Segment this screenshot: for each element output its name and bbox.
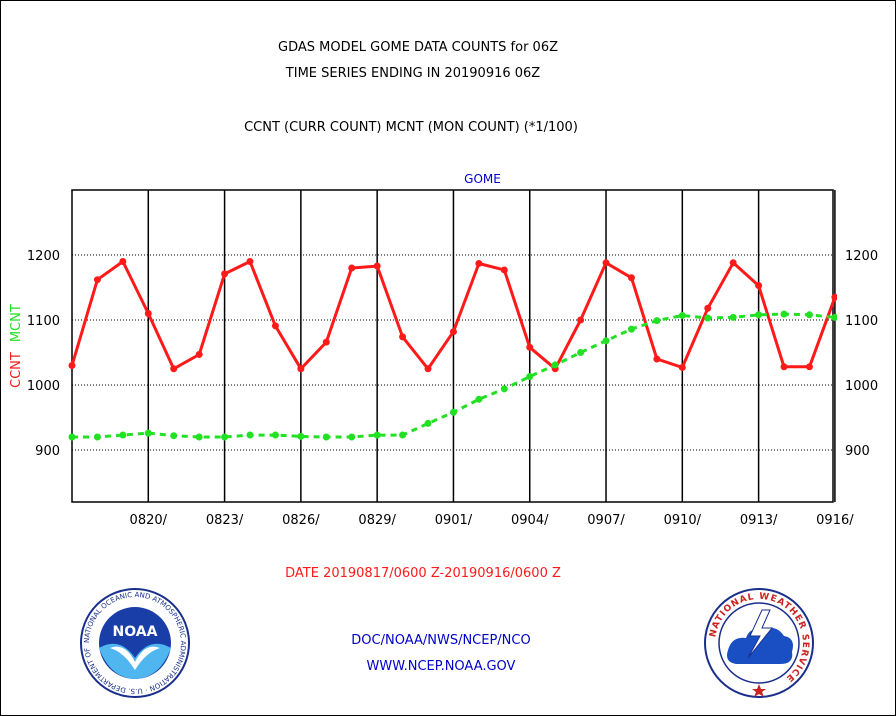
data-point-mcnt <box>627 325 635 333</box>
data-point-ccnt <box>297 365 305 373</box>
data-point-mcnt <box>449 408 457 416</box>
data-point-mcnt <box>221 433 229 441</box>
data-point-ccnt <box>348 264 356 272</box>
data-point-mcnt <box>399 431 407 439</box>
y-axis-label-mcnt: MCNT <box>9 304 24 342</box>
chart-title-line1: GDAS MODEL GOME DATA COUNTS for 06Z <box>277 40 559 55</box>
data-point-mcnt <box>297 432 305 440</box>
data-point-mcnt <box>322 433 330 441</box>
data-point-ccnt <box>475 259 483 267</box>
y-tick-label-right: 1100 <box>845 314 878 329</box>
data-point-mcnt <box>348 433 356 441</box>
plot-title: GOME <box>464 172 501 186</box>
x-tick-label: 0910/ <box>664 513 702 528</box>
data-point-ccnt <box>373 262 381 270</box>
data-point-ccnt <box>68 362 76 369</box>
data-point-ccnt <box>704 304 712 312</box>
data-point-ccnt <box>500 266 508 274</box>
data-point-mcnt <box>577 349 585 356</box>
data-point-mcnt <box>246 431 254 439</box>
data-point-mcnt <box>144 429 152 437</box>
noaa-logo-text: NOAA <box>113 624 158 640</box>
data-point-mcnt <box>805 311 813 319</box>
x-tick-label: 0826/ <box>282 513 320 528</box>
data-point-mcnt <box>704 314 712 322</box>
data-point-ccnt <box>602 259 610 267</box>
y-axis-label-ccnt: CCNT <box>9 352 24 388</box>
x-tick-label: 0904/ <box>511 513 549 528</box>
data-point-ccnt <box>729 259 737 267</box>
x-tick-label: 0913/ <box>740 513 778 528</box>
data-point-mcnt <box>500 385 508 393</box>
data-point-ccnt <box>170 365 178 373</box>
data-point-ccnt <box>577 316 585 324</box>
data-point-mcnt <box>602 337 610 345</box>
y-tick-label-right: 1000 <box>845 379 878 394</box>
data-point-ccnt <box>93 276 101 284</box>
data-point-mcnt <box>68 433 76 441</box>
data-point-ccnt <box>246 258 254 265</box>
data-point-mcnt <box>653 317 661 325</box>
date-range-label: DATE 20190817/0600 Z-20190916/0600 Z <box>285 566 561 581</box>
data-point-ccnt <box>805 363 813 371</box>
data-point-ccnt <box>322 338 330 346</box>
y-tick-label-right: 1200 <box>845 249 878 264</box>
data-point-mcnt <box>195 433 203 441</box>
data-point-mcnt <box>678 311 686 319</box>
org-label: DOC/NOAA/NWS/NCEP/NCO <box>351 633 531 648</box>
data-point-ccnt <box>119 258 127 265</box>
plot-area <box>71 189 834 503</box>
data-point-ccnt <box>627 274 635 282</box>
y-axis-label: CCNT MCNT <box>9 304 24 388</box>
data-point-ccnt <box>831 293 837 301</box>
data-point-ccnt <box>195 350 203 358</box>
x-tick-label: 0829/ <box>358 513 396 528</box>
x-tick-label: 0907/ <box>587 513 625 528</box>
data-point-mcnt <box>373 431 381 439</box>
y-tick-label-right: 900 <box>845 444 870 459</box>
data-point-mcnt <box>831 313 837 321</box>
data-point-mcnt <box>424 419 432 427</box>
chart-title-line2: TIME SERIES ENDING IN 20190916 06Z <box>285 66 541 81</box>
y-tick-label-left: 1200 <box>27 249 60 264</box>
x-tick-label: 0823/ <box>206 513 244 528</box>
data-point-ccnt <box>221 270 229 278</box>
y-tick-label-left: 1100 <box>27 314 60 329</box>
data-point-mcnt <box>119 431 127 439</box>
data-point-ccnt <box>144 310 152 317</box>
url-link[interactable]: WWW.NCEP.NOAA.GOV <box>366 659 516 674</box>
nws-logo: NATIONAL WEATHER SERVICE <box>704 588 814 698</box>
data-point-ccnt <box>780 363 788 371</box>
x-tick-label: 0901/ <box>435 513 473 528</box>
x-tick-label: 0820/ <box>130 513 168 528</box>
data-point-mcnt <box>729 313 737 321</box>
y-tick-label-left: 1000 <box>27 379 60 394</box>
y-tick-label-left: 900 <box>35 444 60 459</box>
data-point-ccnt <box>399 333 407 341</box>
chart-subtitle: CCNT (CURR COUNT) MCNT (MON COUNT) (*1/1… <box>244 120 578 135</box>
data-point-ccnt <box>526 343 534 351</box>
x-tick-label: 0916/ <box>816 513 854 528</box>
data-point-mcnt <box>526 373 534 381</box>
data-point-ccnt <box>271 322 279 330</box>
data-point-ccnt <box>653 355 661 363</box>
data-point-ccnt <box>449 328 457 336</box>
data-point-mcnt <box>780 310 788 318</box>
data-point-ccnt <box>678 363 686 371</box>
data-point-mcnt <box>93 433 101 441</box>
data-point-ccnt <box>755 282 763 290</box>
data-point-mcnt <box>475 395 483 403</box>
data-point-ccnt <box>424 365 432 373</box>
data-point-mcnt <box>551 361 559 369</box>
data-point-mcnt <box>755 311 763 319</box>
data-point-mcnt <box>271 431 279 439</box>
noaa-logo: NATIONAL OCEANIC AND ATMOSPHERIC ADMINIS… <box>80 588 190 698</box>
data-point-mcnt <box>170 432 178 440</box>
